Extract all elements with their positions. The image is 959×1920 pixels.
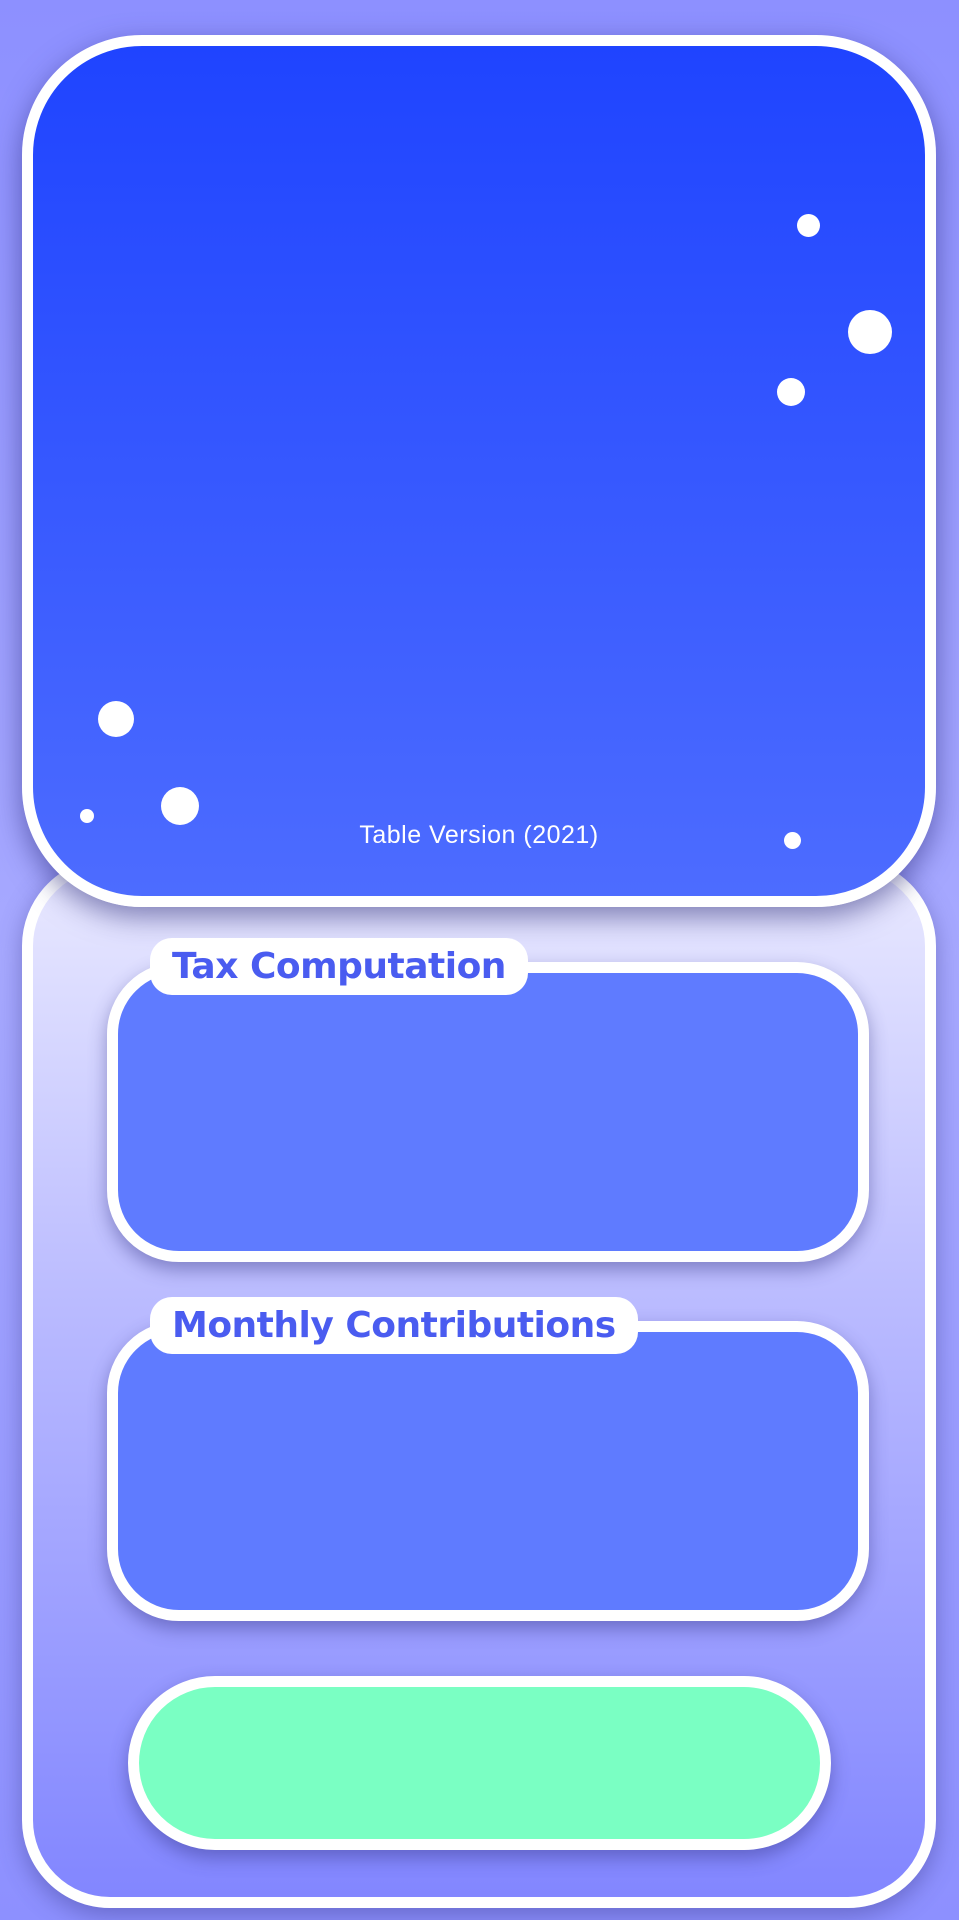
monthly-contributions-box[interactable] bbox=[107, 1321, 869, 1621]
header-card: Table Version (2021) bbox=[22, 35, 936, 907]
monthly-contributions-title: Monthly Contributions bbox=[150, 1297, 638, 1354]
decorative-dot bbox=[98, 701, 134, 737]
decorative-dot bbox=[848, 310, 892, 354]
action-button[interactable] bbox=[128, 1676, 831, 1850]
version-label: Table Version (2021) bbox=[33, 821, 925, 850]
tax-computation-title: Tax Computation bbox=[150, 938, 528, 995]
decorative-dot bbox=[161, 787, 199, 825]
decorative-dot bbox=[777, 378, 805, 406]
decorative-dot bbox=[797, 214, 820, 237]
tax-computation-box[interactable] bbox=[107, 962, 869, 1262]
